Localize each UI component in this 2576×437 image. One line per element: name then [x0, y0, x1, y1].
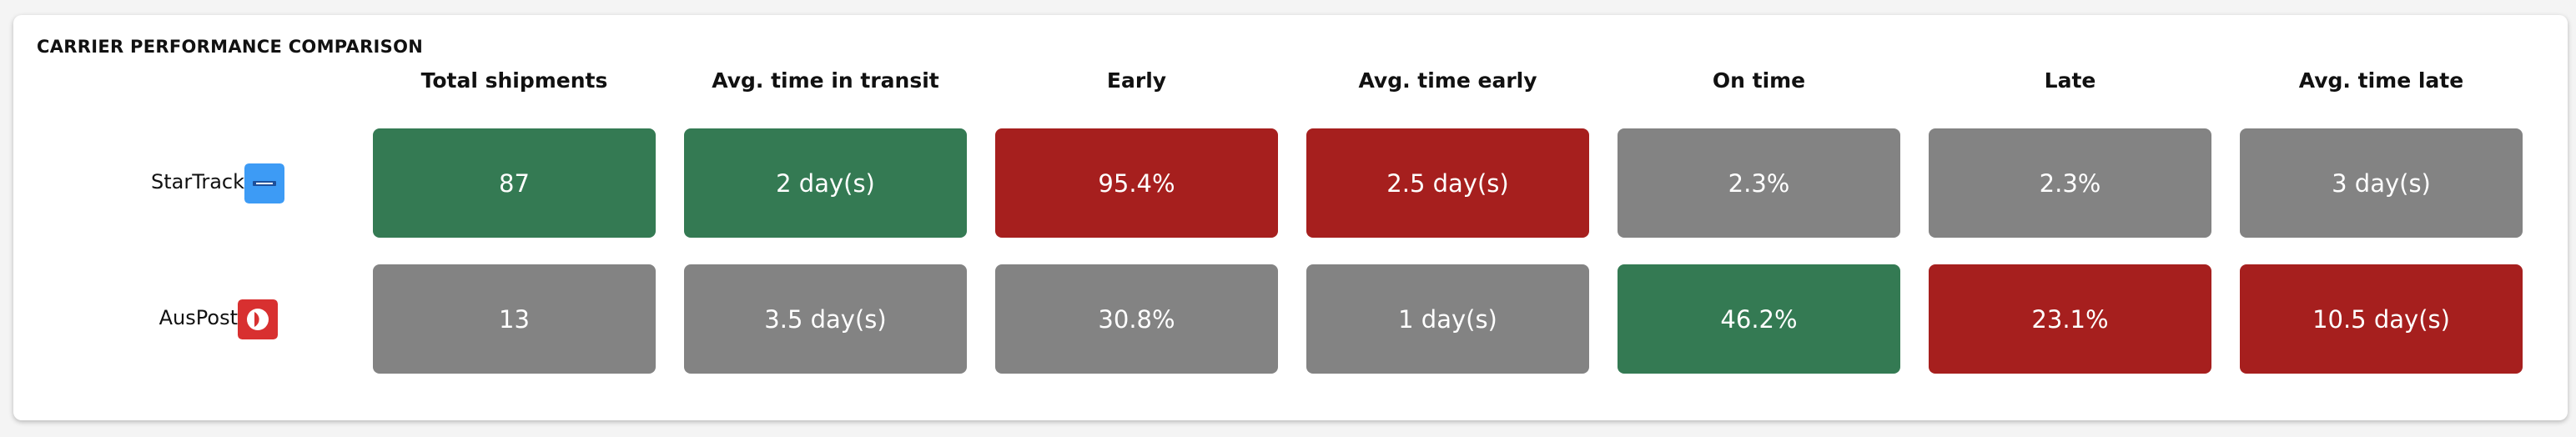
carrier-name: StarTrack: [150, 170, 244, 193]
column-header: Total shipments: [420, 68, 608, 93]
metric-cell: 46.2%: [1618, 264, 1900, 374]
column-header: Late: [2044, 68, 2096, 93]
metric-cell: 3 day(s): [2240, 128, 2523, 238]
metric-cell: 10.5 day(s): [2240, 264, 2523, 374]
carrier-name: AusPost: [158, 306, 238, 329]
card: CARRIER PERFORMANCE COMPARISON Total shi…: [13, 15, 2568, 420]
metric-cell: 2.3%: [1929, 128, 2211, 238]
metric-cell: 2.5 day(s): [1306, 128, 1589, 238]
metric-cell: 3.5 day(s): [684, 264, 967, 374]
auspost-icon: [238, 299, 278, 339]
metric-cell: 87: [373, 128, 656, 238]
column-header: Avg. time late: [2298, 68, 2464, 93]
column-header: Avg. time in transit: [712, 68, 939, 93]
column-header: Early: [1106, 68, 1167, 93]
metric-cell: 1 day(s): [1306, 264, 1589, 374]
metric-cell: 30.8%: [995, 264, 1278, 374]
column-header: Avg. time early: [1358, 68, 1537, 93]
card-title: CARRIER PERFORMANCE COMPARISON: [37, 37, 424, 57]
metric-cell: 13: [373, 264, 656, 374]
metric-cell: 95.4%: [995, 128, 1278, 238]
startrack-icon: [244, 163, 284, 203]
column-header: On time: [1712, 68, 1806, 93]
metric-cell: 2 day(s): [684, 128, 967, 238]
metric-cell: 23.1%: [1929, 264, 2211, 374]
metric-cell: 2.3%: [1618, 128, 1900, 238]
